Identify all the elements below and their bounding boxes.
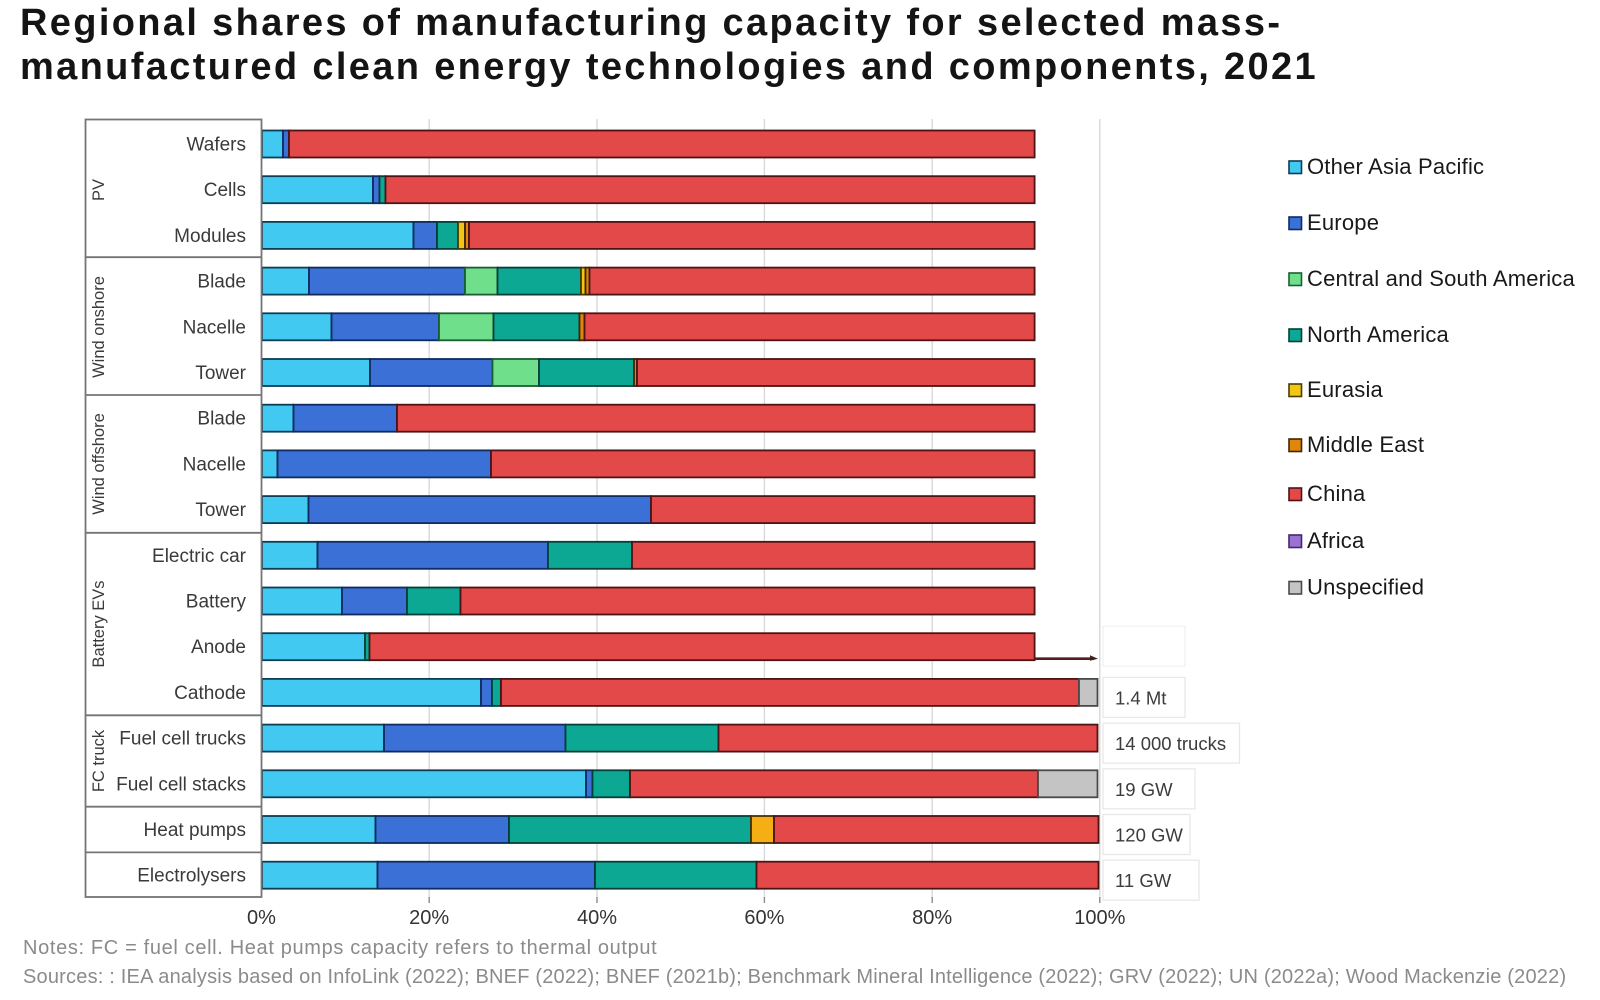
- svg-text:20%: 20%: [409, 907, 449, 929]
- svg-text:Africa: Africa: [1307, 528, 1365, 553]
- svg-text:Unspecified: Unspecified: [1307, 575, 1424, 600]
- svg-text:80%: 80%: [912, 907, 952, 929]
- svg-text:Tower: Tower: [195, 363, 246, 384]
- svg-text:40%: 40%: [577, 907, 617, 929]
- svg-text:Cells: Cells: [204, 180, 246, 201]
- svg-text:Europe: Europe: [1307, 210, 1379, 235]
- svg-text:Nacelle: Nacelle: [183, 454, 246, 475]
- svg-text:Cathode: Cathode: [174, 683, 246, 704]
- svg-text:China: China: [1307, 481, 1366, 506]
- svg-text:Other Asia Pacific: Other Asia Pacific: [1307, 154, 1484, 179]
- svg-text:PV: PV: [90, 179, 108, 201]
- svg-text:Wind onshore: Wind onshore: [90, 276, 108, 378]
- svg-text:Heat pumps: Heat pumps: [144, 820, 246, 841]
- svg-text:Modules: Modules: [174, 226, 246, 247]
- svg-text:FC truck: FC truck: [90, 729, 108, 792]
- svg-text:Blade: Blade: [197, 409, 246, 430]
- svg-text:Fuel cell stacks: Fuel cell stacks: [116, 774, 246, 795]
- svg-text:Middle East: Middle East: [1307, 432, 1424, 457]
- svg-text:100%: 100%: [1074, 907, 1125, 929]
- svg-text:1.4 Mt: 1.4 Mt: [1115, 687, 1166, 708]
- svg-text:Central and South America: Central and South America: [1307, 266, 1575, 291]
- svg-text:Tower: Tower: [195, 500, 246, 521]
- svg-text:Electrolysers: Electrolysers: [137, 866, 246, 887]
- svg-text:Eurasia: Eurasia: [1307, 377, 1384, 402]
- svg-text:11 GW: 11 GW: [1115, 870, 1172, 891]
- svg-text:Electric car: Electric car: [152, 546, 247, 567]
- svg-text:Anode: Anode: [191, 637, 246, 658]
- svg-text:Nacelle: Nacelle: [183, 317, 246, 338]
- svg-text:Blade: Blade: [197, 272, 246, 293]
- svg-text:19 GW: 19 GW: [1115, 779, 1173, 800]
- svg-text:Wafers: Wafers: [187, 135, 246, 156]
- svg-text:North America: North America: [1307, 322, 1450, 347]
- svg-text:14 000 trucks: 14 000 trucks: [1115, 733, 1226, 754]
- svg-text:60%: 60%: [744, 907, 784, 929]
- svg-text:120 GW: 120 GW: [1115, 825, 1183, 846]
- svg-text:Battery EVs: Battery EVs: [90, 580, 108, 667]
- svg-text:Wind offshore: Wind offshore: [90, 413, 108, 515]
- svg-text:Fuel cell trucks: Fuel cell trucks: [119, 729, 246, 750]
- svg-text:0%: 0%: [247, 907, 276, 929]
- svg-text:Battery: Battery: [186, 592, 247, 613]
